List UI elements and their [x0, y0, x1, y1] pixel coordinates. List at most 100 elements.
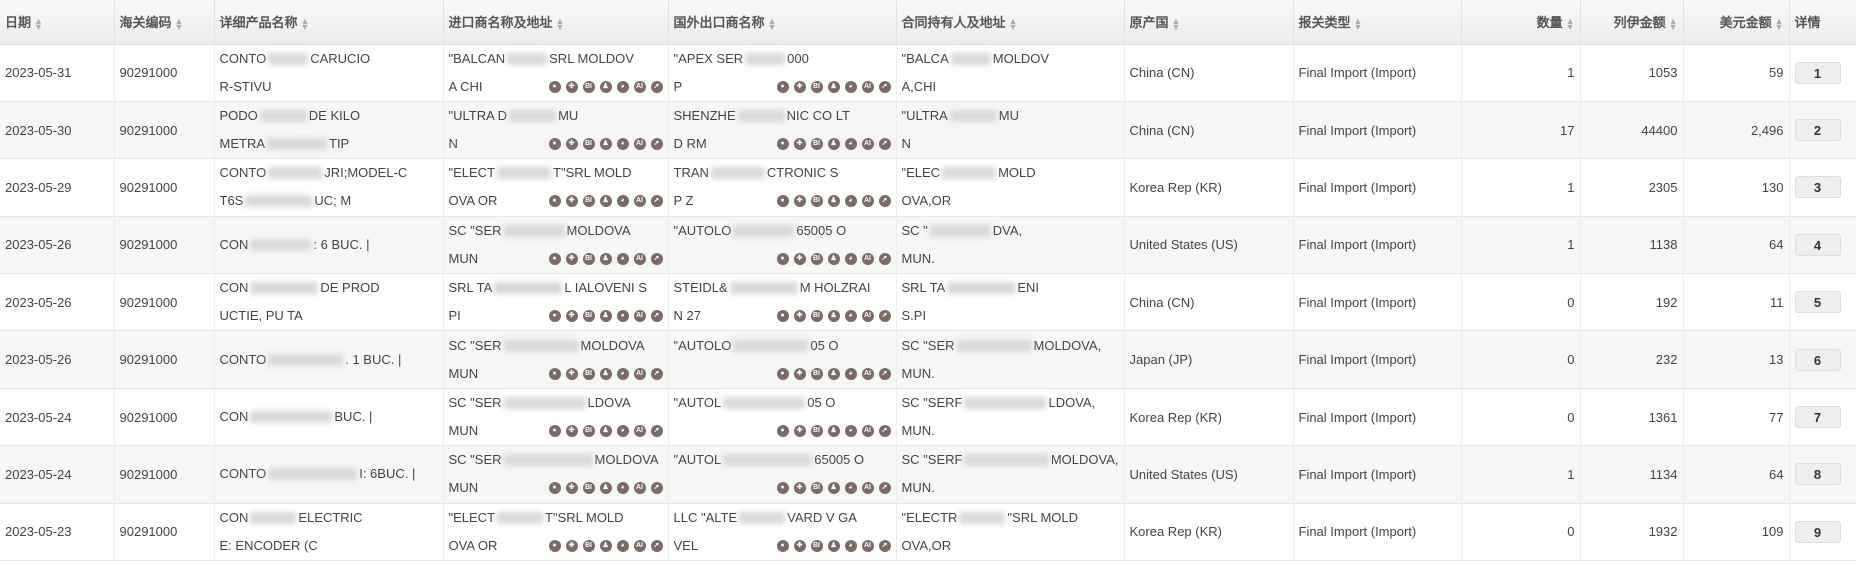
globe-icon[interactable]: ◕ — [616, 367, 629, 380]
map-pin-icon[interactable]: ● — [548, 138, 561, 151]
arrow-icon[interactable]: ➚ — [878, 310, 891, 323]
bi-icon[interactable]: BI — [810, 138, 823, 151]
map-pin-icon[interactable]: ● — [776, 80, 789, 93]
globe-icon[interactable]: ◕ — [616, 80, 629, 93]
column-header[interactable]: 美元金额 ▲ ▼ — [1683, 0, 1790, 45]
bi-icon[interactable]: BI — [810, 310, 823, 323]
arrow-icon[interactable]: ➚ — [878, 138, 891, 151]
globe-icon[interactable]: ◕ — [616, 252, 629, 265]
sort-icon[interactable]: ▲ ▼ — [1171, 15, 1181, 32]
ai-icon[interactable]: AI — [861, 482, 874, 495]
map-pin-icon[interactable]: ● — [776, 310, 789, 323]
person-add-icon[interactable]: ✚ — [565, 482, 578, 495]
arrow-icon[interactable]: ➚ — [650, 252, 663, 265]
globe-icon[interactable]: ◕ — [616, 195, 629, 208]
person-add-icon[interactable]: ✚ — [565, 539, 578, 552]
org-chart-icon[interactable]: ♟ — [827, 195, 840, 208]
bi-icon[interactable]: BI — [810, 252, 823, 265]
person-add-icon[interactable]: ✚ — [565, 80, 578, 93]
sort-icon[interactable]: ▲ ▼ — [34, 15, 43, 32]
globe-icon[interactable]: ◕ — [616, 425, 629, 438]
detail-button[interactable]: 9 — [1794, 520, 1841, 543]
map-pin-icon[interactable]: ● — [776, 425, 789, 438]
ai-icon[interactable]: AI — [633, 310, 646, 323]
map-pin-icon[interactable]: ● — [548, 80, 561, 93]
map-pin-icon[interactable]: ● — [548, 252, 561, 265]
globe-icon[interactable]: ◕ — [844, 195, 857, 208]
bi-icon[interactable]: BI — [582, 367, 595, 380]
org-chart-icon[interactable]: ♟ — [827, 80, 840, 93]
globe-icon[interactable]: ◕ — [844, 252, 857, 265]
column-header[interactable]: 进口商名称及地址 ▲ ▼ — [443, 0, 669, 45]
sort-icon[interactable]: ▲ ▼ — [1353, 15, 1363, 32]
org-chart-icon[interactable]: ♟ — [827, 252, 840, 265]
person-add-icon[interactable]: ✚ — [793, 80, 806, 93]
bi-icon[interactable]: BI — [582, 138, 595, 151]
globe-icon[interactable]: ◕ — [844, 310, 857, 323]
bi-icon[interactable]: BI — [810, 80, 823, 93]
ai-icon[interactable]: AI — [633, 367, 646, 380]
org-chart-icon[interactable]: ♟ — [599, 539, 612, 552]
globe-icon[interactable]: ◕ — [844, 367, 857, 380]
ai-icon[interactable]: AI — [633, 80, 646, 93]
arrow-icon[interactable]: ➚ — [878, 539, 891, 552]
ai-icon[interactable]: AI — [633, 539, 646, 552]
ai-icon[interactable]: AI — [861, 425, 874, 438]
arrow-icon[interactable]: ➚ — [650, 482, 663, 495]
person-add-icon[interactable]: ✚ — [793, 195, 806, 208]
org-chart-icon[interactable]: ♟ — [599, 482, 612, 495]
sort-icon[interactable]: ▲ ▼ — [300, 15, 310, 32]
map-pin-icon[interactable]: ● — [776, 482, 789, 495]
person-add-icon[interactable]: ✚ — [793, 482, 806, 495]
map-pin-icon[interactable]: ● — [776, 367, 789, 380]
sort-icon[interactable]: ▲ ▼ — [1008, 15, 1018, 32]
arrow-icon[interactable]: ➚ — [878, 80, 891, 93]
org-chart-icon[interactable]: ♟ — [599, 252, 612, 265]
org-chart-icon[interactable]: ♟ — [599, 138, 612, 151]
arrow-icon[interactable]: ➚ — [650, 425, 663, 438]
person-add-icon[interactable]: ✚ — [793, 310, 806, 323]
ai-icon[interactable]: AI — [861, 310, 874, 323]
person-add-icon[interactable]: ✚ — [565, 195, 578, 208]
sort-icon[interactable]: ▲ ▼ — [1668, 15, 1678, 32]
bi-icon[interactable]: BI — [582, 482, 595, 495]
sort-icon[interactable]: ▲ ▼ — [1565, 15, 1575, 32]
map-pin-icon[interactable]: ● — [548, 310, 561, 323]
ai-icon[interactable]: AI — [633, 252, 646, 265]
person-add-icon[interactable]: ✚ — [565, 310, 578, 323]
person-add-icon[interactable]: ✚ — [793, 367, 806, 380]
arrow-icon[interactable]: ➚ — [650, 310, 663, 323]
ai-icon[interactable]: AI — [633, 482, 646, 495]
ai-icon[interactable]: AI — [633, 195, 646, 208]
sort-icon[interactable]: ▲ ▼ — [174, 15, 184, 32]
arrow-icon[interactable]: ➚ — [650, 539, 663, 552]
globe-icon[interactable]: ◕ — [844, 138, 857, 151]
map-pin-icon[interactable]: ● — [776, 539, 789, 552]
column-header[interactable]: 数量 ▲ ▼ — [1461, 0, 1581, 45]
detail-button[interactable]: 8 — [1794, 463, 1841, 486]
org-chart-icon[interactable]: ♟ — [827, 138, 840, 151]
map-pin-icon[interactable]: ● — [548, 539, 561, 552]
bi-icon[interactable]: BI — [810, 367, 823, 380]
map-pin-icon[interactable]: ● — [548, 482, 561, 495]
column-header[interactable]: 海关编码 ▲ ▼ — [114, 0, 215, 45]
column-header[interactable]: 详细产品名称 ▲ ▼ — [214, 0, 444, 45]
ai-icon[interactable]: AI — [861, 80, 874, 93]
person-add-icon[interactable]: ✚ — [793, 425, 806, 438]
person-add-icon[interactable]: ✚ — [793, 252, 806, 265]
globe-icon[interactable]: ◕ — [844, 80, 857, 93]
bi-icon[interactable]: BI — [810, 539, 823, 552]
globe-icon[interactable]: ◕ — [616, 539, 629, 552]
sort-icon[interactable]: ▲ ▼ — [555, 15, 565, 32]
arrow-icon[interactable]: ➚ — [878, 367, 891, 380]
person-add-icon[interactable]: ✚ — [565, 367, 578, 380]
org-chart-icon[interactable]: ♟ — [599, 367, 612, 380]
bi-icon[interactable]: BI — [810, 195, 823, 208]
map-pin-icon[interactable]: ● — [776, 195, 789, 208]
arrow-icon[interactable]: ➚ — [878, 252, 891, 265]
bi-icon[interactable]: BI — [582, 195, 595, 208]
person-add-icon[interactable]: ✚ — [565, 425, 578, 438]
org-chart-icon[interactable]: ♟ — [827, 539, 840, 552]
globe-icon[interactable]: ◕ — [616, 482, 629, 495]
detail-button[interactable]: 6 — [1794, 348, 1841, 371]
